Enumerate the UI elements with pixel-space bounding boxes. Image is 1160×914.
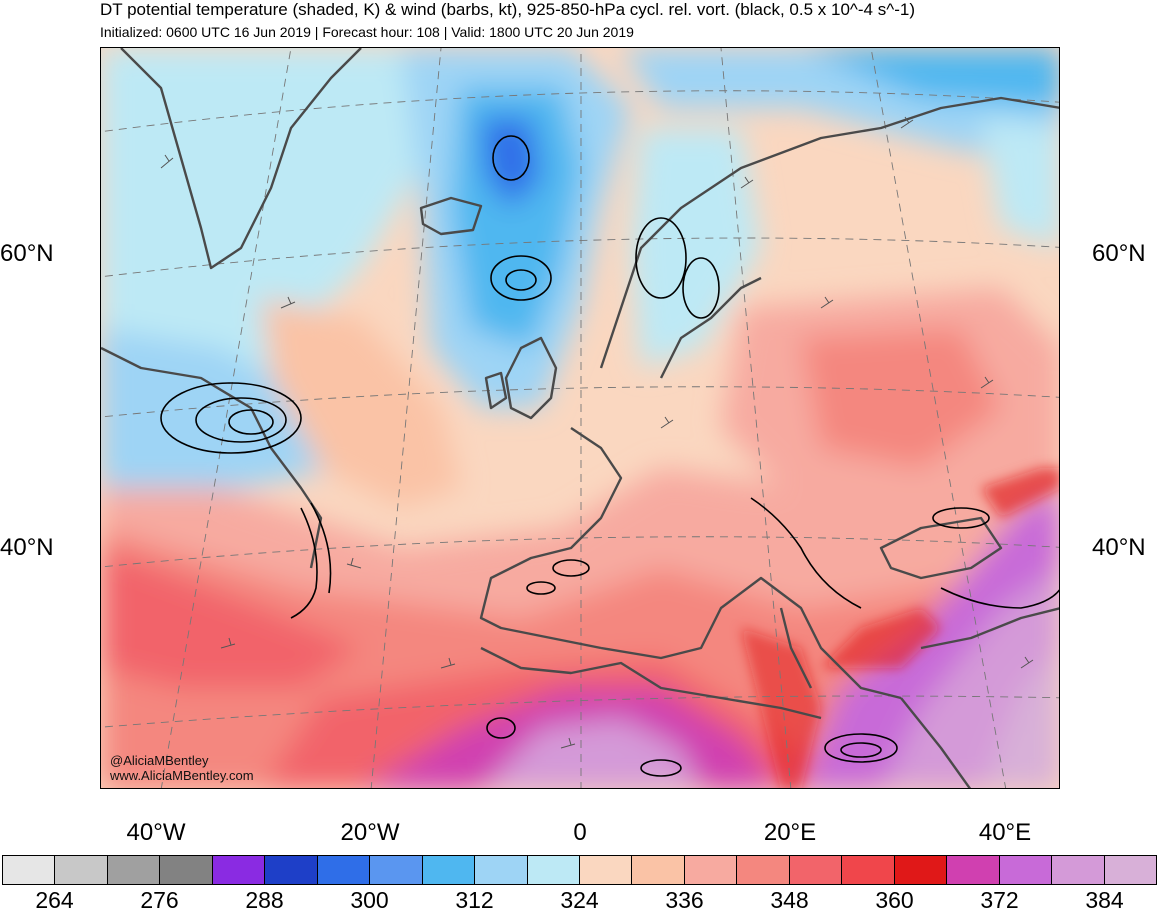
colorbar-box	[160, 856, 213, 884]
colorbar-tick-label: 372	[980, 887, 1019, 913]
colorbar-tick-label: 348	[770, 887, 809, 913]
colorbar-box	[947, 856, 1000, 884]
colorbar-tick-label: 324	[560, 887, 599, 913]
coastlines	[101, 48, 1059, 788]
colorbar-box	[894, 856, 948, 884]
colorbar-box	[317, 856, 371, 884]
lon-label-40e: 40°E	[978, 819, 1032, 846]
wind-barbs	[160, 116, 1034, 749]
colorbar-box	[370, 856, 423, 884]
colorbar-box	[265, 856, 318, 884]
lat-label-40n-left: 40°N	[0, 534, 54, 561]
colorbar-box	[422, 856, 476, 884]
colorbar-tick-label: 336	[665, 887, 704, 913]
author-website[interactable]: www.AliciaMBentley.com	[110, 768, 254, 783]
colorbar-tick-label: 312	[455, 887, 494, 913]
colorbar-box	[684, 856, 738, 884]
colorbar-tick-label: 264	[35, 887, 74, 913]
colorbar-box	[212, 856, 266, 884]
colorbar-box	[527, 856, 580, 884]
colorbar-tick-label: 288	[245, 887, 284, 913]
vorticity-contours	[160, 135, 1059, 777]
potential-temperature-shading	[101, 48, 1059, 788]
colorbar-box	[1104, 856, 1156, 884]
colorbar-box	[789, 856, 843, 884]
colorbar-tick-label: 384	[1085, 887, 1124, 913]
lat-label-60n-left: 60°N	[0, 240, 54, 267]
colorbar-tick-label: 300	[350, 887, 389, 913]
colorbar-box	[1052, 856, 1105, 884]
temperature-colorbar	[2, 855, 1157, 885]
lat-label-40n-right: 40°N	[1092, 534, 1146, 561]
lon-label-0: 0	[573, 819, 587, 846]
author-handle: @AliciaMBentley	[110, 753, 209, 768]
colorbar-box	[579, 856, 633, 884]
weather-map	[100, 47, 1060, 789]
map-title: DT potential temperature (shaded, K) & w…	[100, 0, 915, 19]
colorbar-box	[3, 856, 56, 884]
forecast-info: Initialized: 0600 UTC 16 Jun 2019 | Fore…	[100, 24, 634, 40]
colorbar-tick-label: 360	[875, 887, 914, 913]
colorbar-box	[737, 856, 790, 884]
lon-label-20w: 20°W	[340, 819, 400, 846]
colorbar-box	[107, 856, 161, 884]
colorbar-tick-label: 276	[140, 887, 179, 913]
lon-label-40w: 40°W	[126, 819, 186, 846]
lat-label-60n-right: 60°N	[1092, 240, 1146, 267]
colorbar-box	[842, 856, 895, 884]
lon-label-20e: 20°E	[763, 819, 817, 846]
colorbar-box	[55, 856, 108, 884]
colorbar-box	[475, 856, 528, 884]
colorbar-box	[632, 856, 685, 884]
colorbar-box	[999, 856, 1053, 884]
